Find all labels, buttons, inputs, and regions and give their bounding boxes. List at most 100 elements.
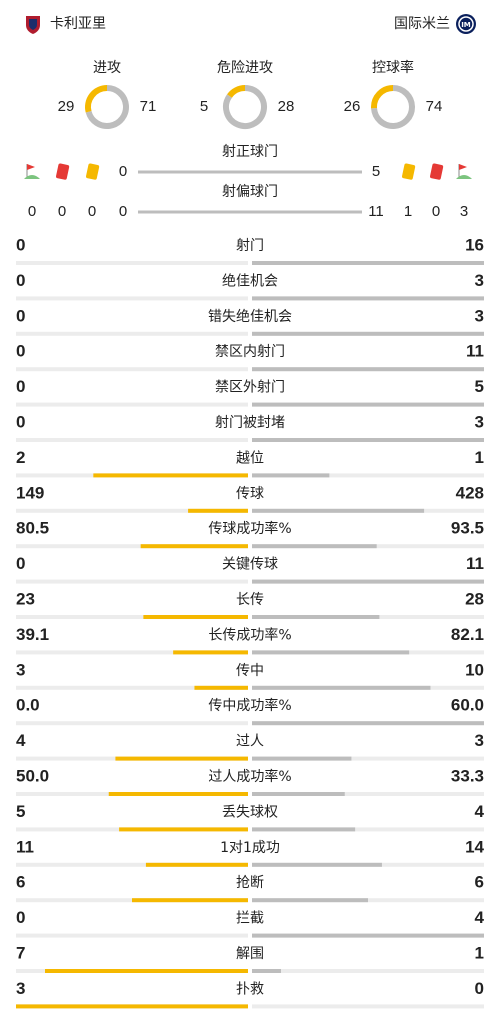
ring-home-arc [85,85,108,113]
ring-home-value: 5 [200,98,208,115]
stat-away-value: 4 [475,908,485,927]
stat-label: 传中成功率% [208,697,291,714]
stat-away-value: 11 [466,342,484,361]
stat-away-value: 1 [475,448,484,467]
stat-home-bar [45,969,248,973]
card-icon [86,163,100,180]
ring-home-arc [227,85,246,98]
shot-label: 射正球门 [222,144,278,160]
stat-away-bar [252,862,382,867]
stat-home-value: 0 [16,342,25,361]
stat-track [16,508,248,513]
stat-away-bar [252,898,368,903]
ring-away-value: 71 [140,98,157,115]
stat-label: 射门 [236,238,264,254]
stat-home-bar [115,756,248,761]
stat-home-bar [108,792,249,796]
stat-away-value: 0 [475,979,484,998]
stat-away-bar [252,827,356,832]
stat-track [16,261,248,265]
stat-track [16,438,248,442]
ring-home-arc [371,85,394,109]
stat-away-bar [252,756,352,761]
stat-away-value: 60.0 [451,696,484,715]
shot-away-value: 11 [368,203,384,220]
card-icon [430,163,444,180]
stat-away-bar [252,473,330,478]
stat-away-bar [252,367,484,372]
ring-away-value: 28 [278,98,295,115]
home-crest [26,16,40,34]
stat-track [252,969,484,973]
stat-home-bar [145,862,248,867]
stat-away-bar [252,685,431,690]
stat-track [16,721,248,726]
shot-home-value: 0 [119,203,127,220]
stat-away-value: 14 [465,837,484,856]
stat-track [16,544,248,549]
ring-away-value: 74 [426,98,443,115]
stat-away-bar [252,792,345,796]
stat-away-value: 10 [465,660,484,679]
home-discipline-count: 0 [58,203,66,220]
stat-track [252,827,484,832]
stat-away-value: 16 [465,235,484,254]
ring-label: 控球率 [372,59,414,76]
corner-flag [27,164,35,170]
stat-home-value: 0 [16,554,25,573]
stat-away-bar [252,650,410,655]
stat-home-value: 39.1 [16,625,49,644]
stat-label: 传球 [236,486,264,502]
stat-label: 1对1成功 [220,840,280,856]
corner-grass [456,175,472,179]
stat-label: 绝佳机会 [222,273,278,289]
stat-away-bar [252,933,484,938]
stat-track [252,756,484,761]
shot-label: 射偏球门 [222,184,278,200]
stat-away-bar [252,615,380,619]
ring-label: 危险进攻 [217,60,273,76]
stat-home-value: 0 [16,235,25,254]
stat-label: 过人 [236,734,264,750]
stat-track [16,862,248,867]
home-discipline-count: 0 [88,203,96,220]
stat-track [16,331,248,336]
stat-home-value: 0 [16,412,25,431]
card-icon [402,163,416,180]
stat-home-value: 149 [16,483,44,502]
stat-home-bar [194,685,248,690]
stat-home-bar [93,473,248,478]
stat-home-value: 0 [16,908,25,927]
stat-away-value: 93.5 [451,519,484,538]
stat-home-value: 0 [16,306,25,325]
stat-away-value: 28 [465,589,484,608]
stat-away-value: 3 [475,271,484,290]
stat-home-value: 80.5 [16,519,49,538]
stat-label: 传中 [236,663,264,679]
stat-label: 拦截 [236,911,264,927]
stat-label: 长传成功率% [208,626,291,643]
stat-label: 错失绝佳机会 [208,309,292,325]
away-crest: IM [456,14,476,34]
stat-away-value: 6 [475,873,484,892]
stat-home-bar [140,544,248,549]
home-team: 卡利亚里 [50,16,106,32]
stat-label: 过人成功率% [208,768,291,785]
stat-label: 抢断 [236,874,264,891]
stat-home-bar [16,1004,248,1009]
stat-away-value: 4 [475,802,485,821]
stat-home-value: 3 [16,660,25,679]
stat-away-bar [252,508,425,513]
svg-text:IM: IM [461,21,471,29]
stat-home-value: 23 [16,589,35,608]
stat-home-value: 3 [16,979,25,998]
ring-away-arc [371,84,415,129]
shot-away-value: 5 [372,163,380,180]
stat-home-value: 2 [16,448,25,467]
stat-track [16,296,248,301]
stat-track [16,579,248,584]
stat-home-value: 11 [16,837,34,856]
stat-away-value: 428 [456,483,484,502]
home-discipline-count: 0 [28,203,36,220]
